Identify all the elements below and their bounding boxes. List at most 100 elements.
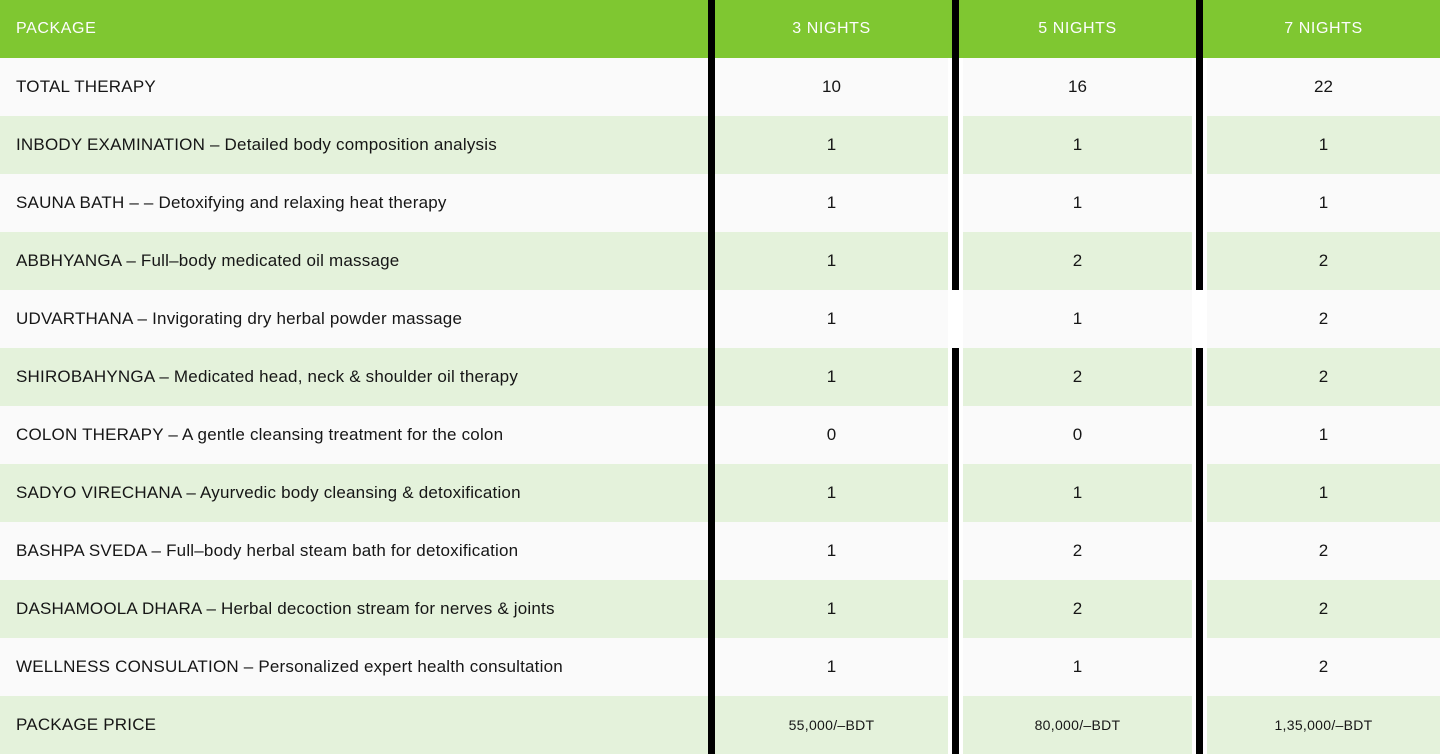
therapy-count: 1	[1072, 309, 1083, 328]
count-cell-3-nights: 1	[715, 232, 948, 290]
count-cell-5-nights: 2	[963, 580, 1192, 638]
therapy-count: 22	[1314, 77, 1333, 96]
therapy-count: 2	[1318, 657, 1329, 676]
therapy-row: TOTAL THERAPY 10 16 22	[0, 58, 1440, 116]
therapy-count: 2	[1318, 309, 1329, 328]
count-cell-7-nights: 2	[1207, 232, 1440, 290]
header-col-label: 7 NIGHTS	[1284, 20, 1363, 37]
therapy-label: SADYO VIRECHANA – Ayurvedic body cleansi…	[16, 483, 521, 502]
column-gutter	[1192, 290, 1207, 348]
count-cell-5-nights: 1	[963, 116, 1192, 174]
therapy-label-cell: TOTAL THERAPY	[0, 58, 715, 116]
count-cell-5-nights: 2	[963, 348, 1192, 406]
price-cell-7-nights: 1,35,000/–BDT	[1207, 696, 1440, 754]
therapy-count: 1	[1072, 483, 1083, 502]
header-col-label: 3 NIGHTS	[792, 20, 871, 37]
count-cell-7-nights: 1	[1207, 116, 1440, 174]
count-cell-5-nights: 0	[963, 406, 1192, 464]
therapy-count: 1	[826, 483, 837, 502]
count-cell-5-nights: 1	[963, 174, 1192, 232]
header-col-3-nights: 3 NIGHTS	[715, 0, 948, 58]
therapy-count: 10	[822, 77, 841, 96]
therapy-row: SAUNA BATH – – Detoxifying and relaxing …	[0, 174, 1440, 232]
price-label-cell: PACKAGE PRICE	[0, 696, 715, 754]
therapy-row: DASHAMOOLA DHARA – Herbal decoction stre…	[0, 580, 1440, 638]
therapy-row: SADYO VIRECHANA – Ayurvedic body cleansi…	[0, 464, 1440, 522]
therapy-count: 1	[826, 367, 837, 386]
count-cell-7-nights: 2	[1207, 638, 1440, 696]
count-cell-5-nights: 16	[963, 58, 1192, 116]
count-cell-3-nights: 1	[715, 522, 948, 580]
count-cell-5-nights: 2	[963, 522, 1192, 580]
therapy-count: 1	[1318, 135, 1329, 154]
column-divider-2-upper	[952, 0, 959, 290]
therapy-count: 2	[1072, 541, 1083, 560]
count-cell-3-nights: 1	[715, 638, 948, 696]
count-cell-3-nights: 1	[715, 116, 948, 174]
therapy-label: COLON THERAPY – A gentle cleansing treat…	[16, 425, 504, 444]
therapy-row: COLON THERAPY – A gentle cleansing treat…	[0, 406, 1440, 464]
therapy-label-cell: ABBHYANGA – Full–body medicated oil mass…	[0, 232, 715, 290]
column-divider-1	[708, 0, 715, 754]
therapy-label: UDVARTHANA – Invigorating dry herbal pow…	[16, 309, 463, 328]
table-body: TOTAL THERAPY 10 16 22 INBODY EXAMINATIO…	[0, 58, 1440, 696]
therapy-count: 0	[1072, 425, 1083, 444]
therapy-label-cell: UDVARTHANA – Invigorating dry herbal pow…	[0, 290, 715, 348]
header-package-cell: PACKAGE	[0, 0, 715, 58]
count-cell-5-nights: 1	[963, 290, 1192, 348]
count-cell-7-nights: 2	[1207, 290, 1440, 348]
therapy-count: 1	[826, 193, 837, 212]
column-gutter	[948, 290, 963, 348]
count-cell-7-nights: 2	[1207, 580, 1440, 638]
therapy-count: 2	[1072, 599, 1083, 618]
therapy-row: BASHPA SVEDA – Full–body herbal steam ba…	[0, 522, 1440, 580]
therapy-row: INBODY EXAMINATION – Detailed body compo…	[0, 116, 1440, 174]
therapy-label: INBODY EXAMINATION – Detailed body compo…	[16, 135, 497, 154]
therapy-count: 1	[1072, 657, 1083, 676]
header-col-7-nights: 7 NIGHTS	[1207, 0, 1440, 58]
count-cell-7-nights: 1	[1207, 464, 1440, 522]
therapy-row: SHIROBAHYNGA – Medicated head, neck & sh…	[0, 348, 1440, 406]
header-col-5-nights: 5 NIGHTS	[963, 0, 1192, 58]
count-cell-7-nights: 1	[1207, 174, 1440, 232]
therapy-label-cell: BASHPA SVEDA – Full–body herbal steam ba…	[0, 522, 715, 580]
count-cell-3-nights: 1	[715, 464, 948, 522]
therapy-label: DASHAMOOLA DHARA – Herbal decoction stre…	[16, 599, 555, 618]
therapy-label: WELLNESS CONSULATION – Personalized expe…	[16, 657, 563, 676]
therapy-label: SAUNA BATH – – Detoxifying and relaxing …	[16, 193, 447, 212]
therapy-label-cell: COLON THERAPY – A gentle cleansing treat…	[0, 406, 715, 464]
therapy-label: BASHPA SVEDA – Full–body herbal steam ba…	[16, 541, 519, 560]
therapy-count: 1	[826, 599, 837, 618]
therapy-count: 1	[1318, 193, 1329, 212]
therapy-count: 2	[1072, 367, 1083, 386]
count-cell-3-nights: 1	[715, 174, 948, 232]
count-cell-3-nights: 0	[715, 406, 948, 464]
therapy-label-cell: SADYO VIRECHANA – Ayurvedic body cleansi…	[0, 464, 715, 522]
column-divider-3-upper	[1196, 0, 1203, 290]
count-cell-3-nights: 1	[715, 290, 948, 348]
therapy-label: SHIROBAHYNGA – Medicated head, neck & sh…	[16, 367, 519, 386]
therapy-count: 1	[826, 135, 837, 154]
therapy-count: 2	[1318, 251, 1329, 270]
therapy-count: 2	[1318, 541, 1329, 560]
therapy-label-cell: SHIROBAHYNGA – Medicated head, neck & sh…	[0, 348, 715, 406]
therapy-label-cell: DASHAMOOLA DHARA – Herbal decoction stre…	[0, 580, 715, 638]
column-divider-2-lower	[952, 348, 959, 754]
therapy-row: WELLNESS CONSULATION – Personalized expe…	[0, 638, 1440, 696]
therapy-count: 1	[826, 251, 837, 270]
therapy-count: 1	[1318, 483, 1329, 502]
therapy-label: ABBHYANGA – Full–body medicated oil mass…	[16, 251, 400, 270]
therapy-count: 2	[1318, 599, 1329, 618]
header-package-label: PACKAGE	[16, 20, 97, 37]
header-col-label: 5 NIGHTS	[1038, 20, 1117, 37]
count-cell-3-nights: 1	[715, 580, 948, 638]
count-cell-7-nights: 22	[1207, 58, 1440, 116]
therapy-count: 2	[1318, 367, 1329, 386]
price-value: 80,000/–BDT	[1034, 717, 1121, 733]
count-cell-7-nights: 2	[1207, 522, 1440, 580]
therapy-count: 1	[826, 541, 837, 560]
table-header-row: PACKAGE 3 NIGHTS 5 NIGHTS 7 NIGHTS	[0, 0, 1440, 58]
package-price-label: PACKAGE PRICE	[16, 715, 157, 734]
count-cell-5-nights: 1	[963, 464, 1192, 522]
